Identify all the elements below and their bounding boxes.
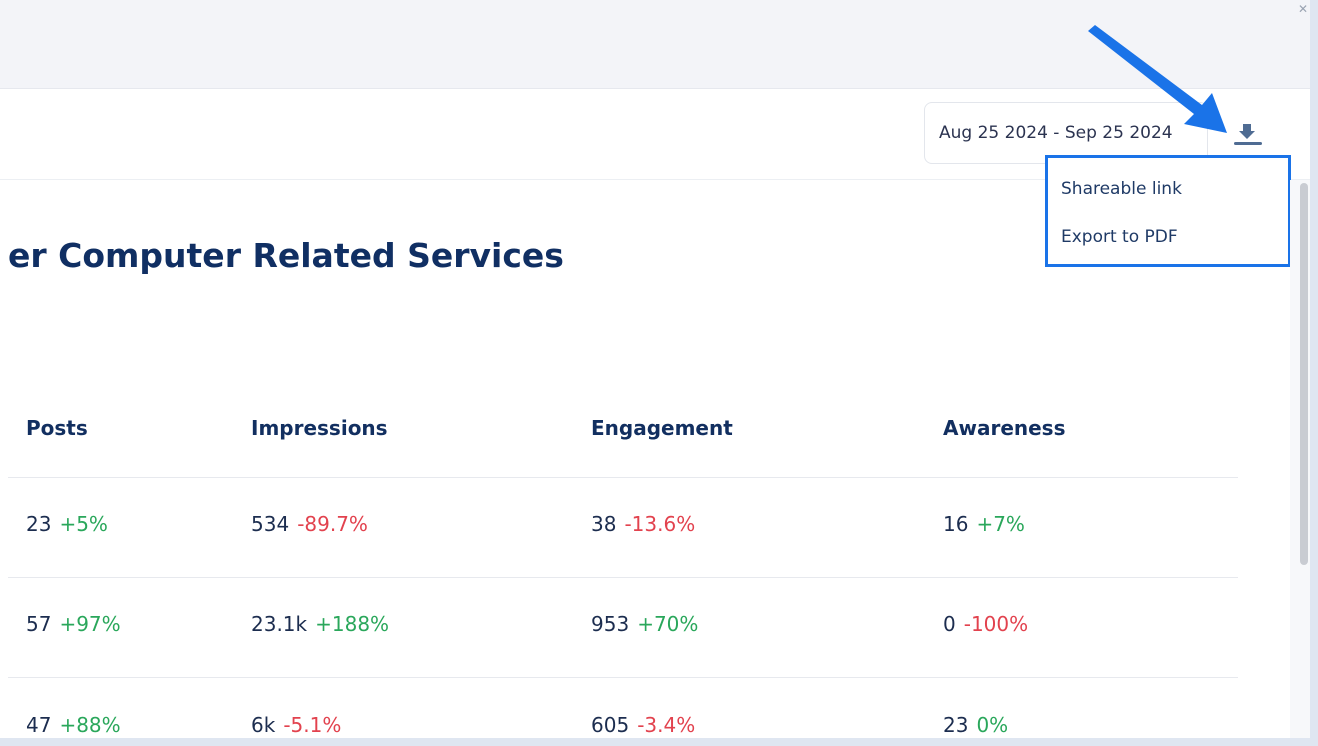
menu-item-export-pdf[interactable]: Export to PDF (1061, 227, 1178, 247)
table-cell-impressions: 6k -5.1% (251, 713, 341, 737)
column-header-awareness: Awareness (943, 416, 1066, 440)
cell-delta: -5.1% (283, 713, 342, 737)
page-title: er Computer Related Services (8, 236, 564, 275)
table-cell-impressions: 23.1k +188% (251, 612, 389, 636)
cell-delta: -13.6% (624, 512, 696, 536)
menu-item-shareable-link[interactable]: Shareable link (1061, 179, 1182, 199)
table-cell-awareness: 16 +7% (943, 512, 1025, 536)
cell-value: 47 (26, 713, 52, 737)
row-divider (8, 577, 1238, 578)
row-divider (8, 677, 1238, 678)
cell-delta: -89.7% (297, 512, 368, 536)
cell-value: 23 (943, 713, 969, 737)
download-button[interactable] (1230, 118, 1266, 152)
table-cell-impressions: 534 -89.7% (251, 512, 368, 536)
cell-value: 23 (26, 512, 52, 536)
cell-delta: 0% (976, 713, 1009, 737)
cell-value: 38 (591, 512, 617, 536)
cell-delta: +188% (315, 612, 390, 636)
column-header-posts: Posts (26, 416, 88, 440)
cell-delta: +88% (59, 713, 121, 737)
column-header-engagement: Engagement (591, 416, 733, 440)
cell-value: 0 (943, 612, 956, 636)
cell-value: 23.1k (251, 612, 308, 636)
cell-value: 6k (251, 713, 276, 737)
top-bar (0, 0, 1310, 89)
cell-value: 16 (943, 512, 969, 536)
export-menu: Shareable link Export to PDF (1045, 155, 1291, 267)
window-edge (0, 738, 1318, 746)
cell-delta: +70% (637, 612, 699, 636)
table-cell-engagement: 605 -3.4% (591, 713, 695, 737)
column-header-impressions: Impressions (251, 416, 388, 440)
download-icon (1234, 124, 1262, 145)
cell-delta: +5% (59, 512, 108, 536)
date-range-label: Aug 25 2024 - Sep 25 2024 (939, 123, 1173, 143)
table-cell-engagement: 38 -13.6% (591, 512, 695, 536)
table-cell-posts: 47 +88% (26, 713, 121, 737)
scrollbar-thumb[interactable] (1300, 183, 1308, 565)
table-cell-posts: 23 +5% (26, 512, 108, 536)
cell-delta: -100% (963, 612, 1029, 636)
close-icon[interactable]: ✕ (1298, 2, 1309, 16)
window-edge (1310, 0, 1318, 746)
cell-value: 534 (251, 512, 290, 536)
table-cell-engagement: 953 +70% (591, 612, 698, 636)
cell-delta: +7% (976, 512, 1025, 536)
table-cell-awareness: 23 0% (943, 713, 1008, 737)
table-cell-posts: 57 +97% (26, 612, 121, 636)
row-divider (8, 477, 1238, 478)
cell-value: 57 (26, 612, 52, 636)
table-cell-awareness: 0 -100% (943, 612, 1028, 636)
cell-value: 605 (591, 713, 630, 737)
cell-delta: -3.4% (637, 713, 696, 737)
cell-delta: +97% (59, 612, 121, 636)
cell-value: 953 (591, 612, 630, 636)
